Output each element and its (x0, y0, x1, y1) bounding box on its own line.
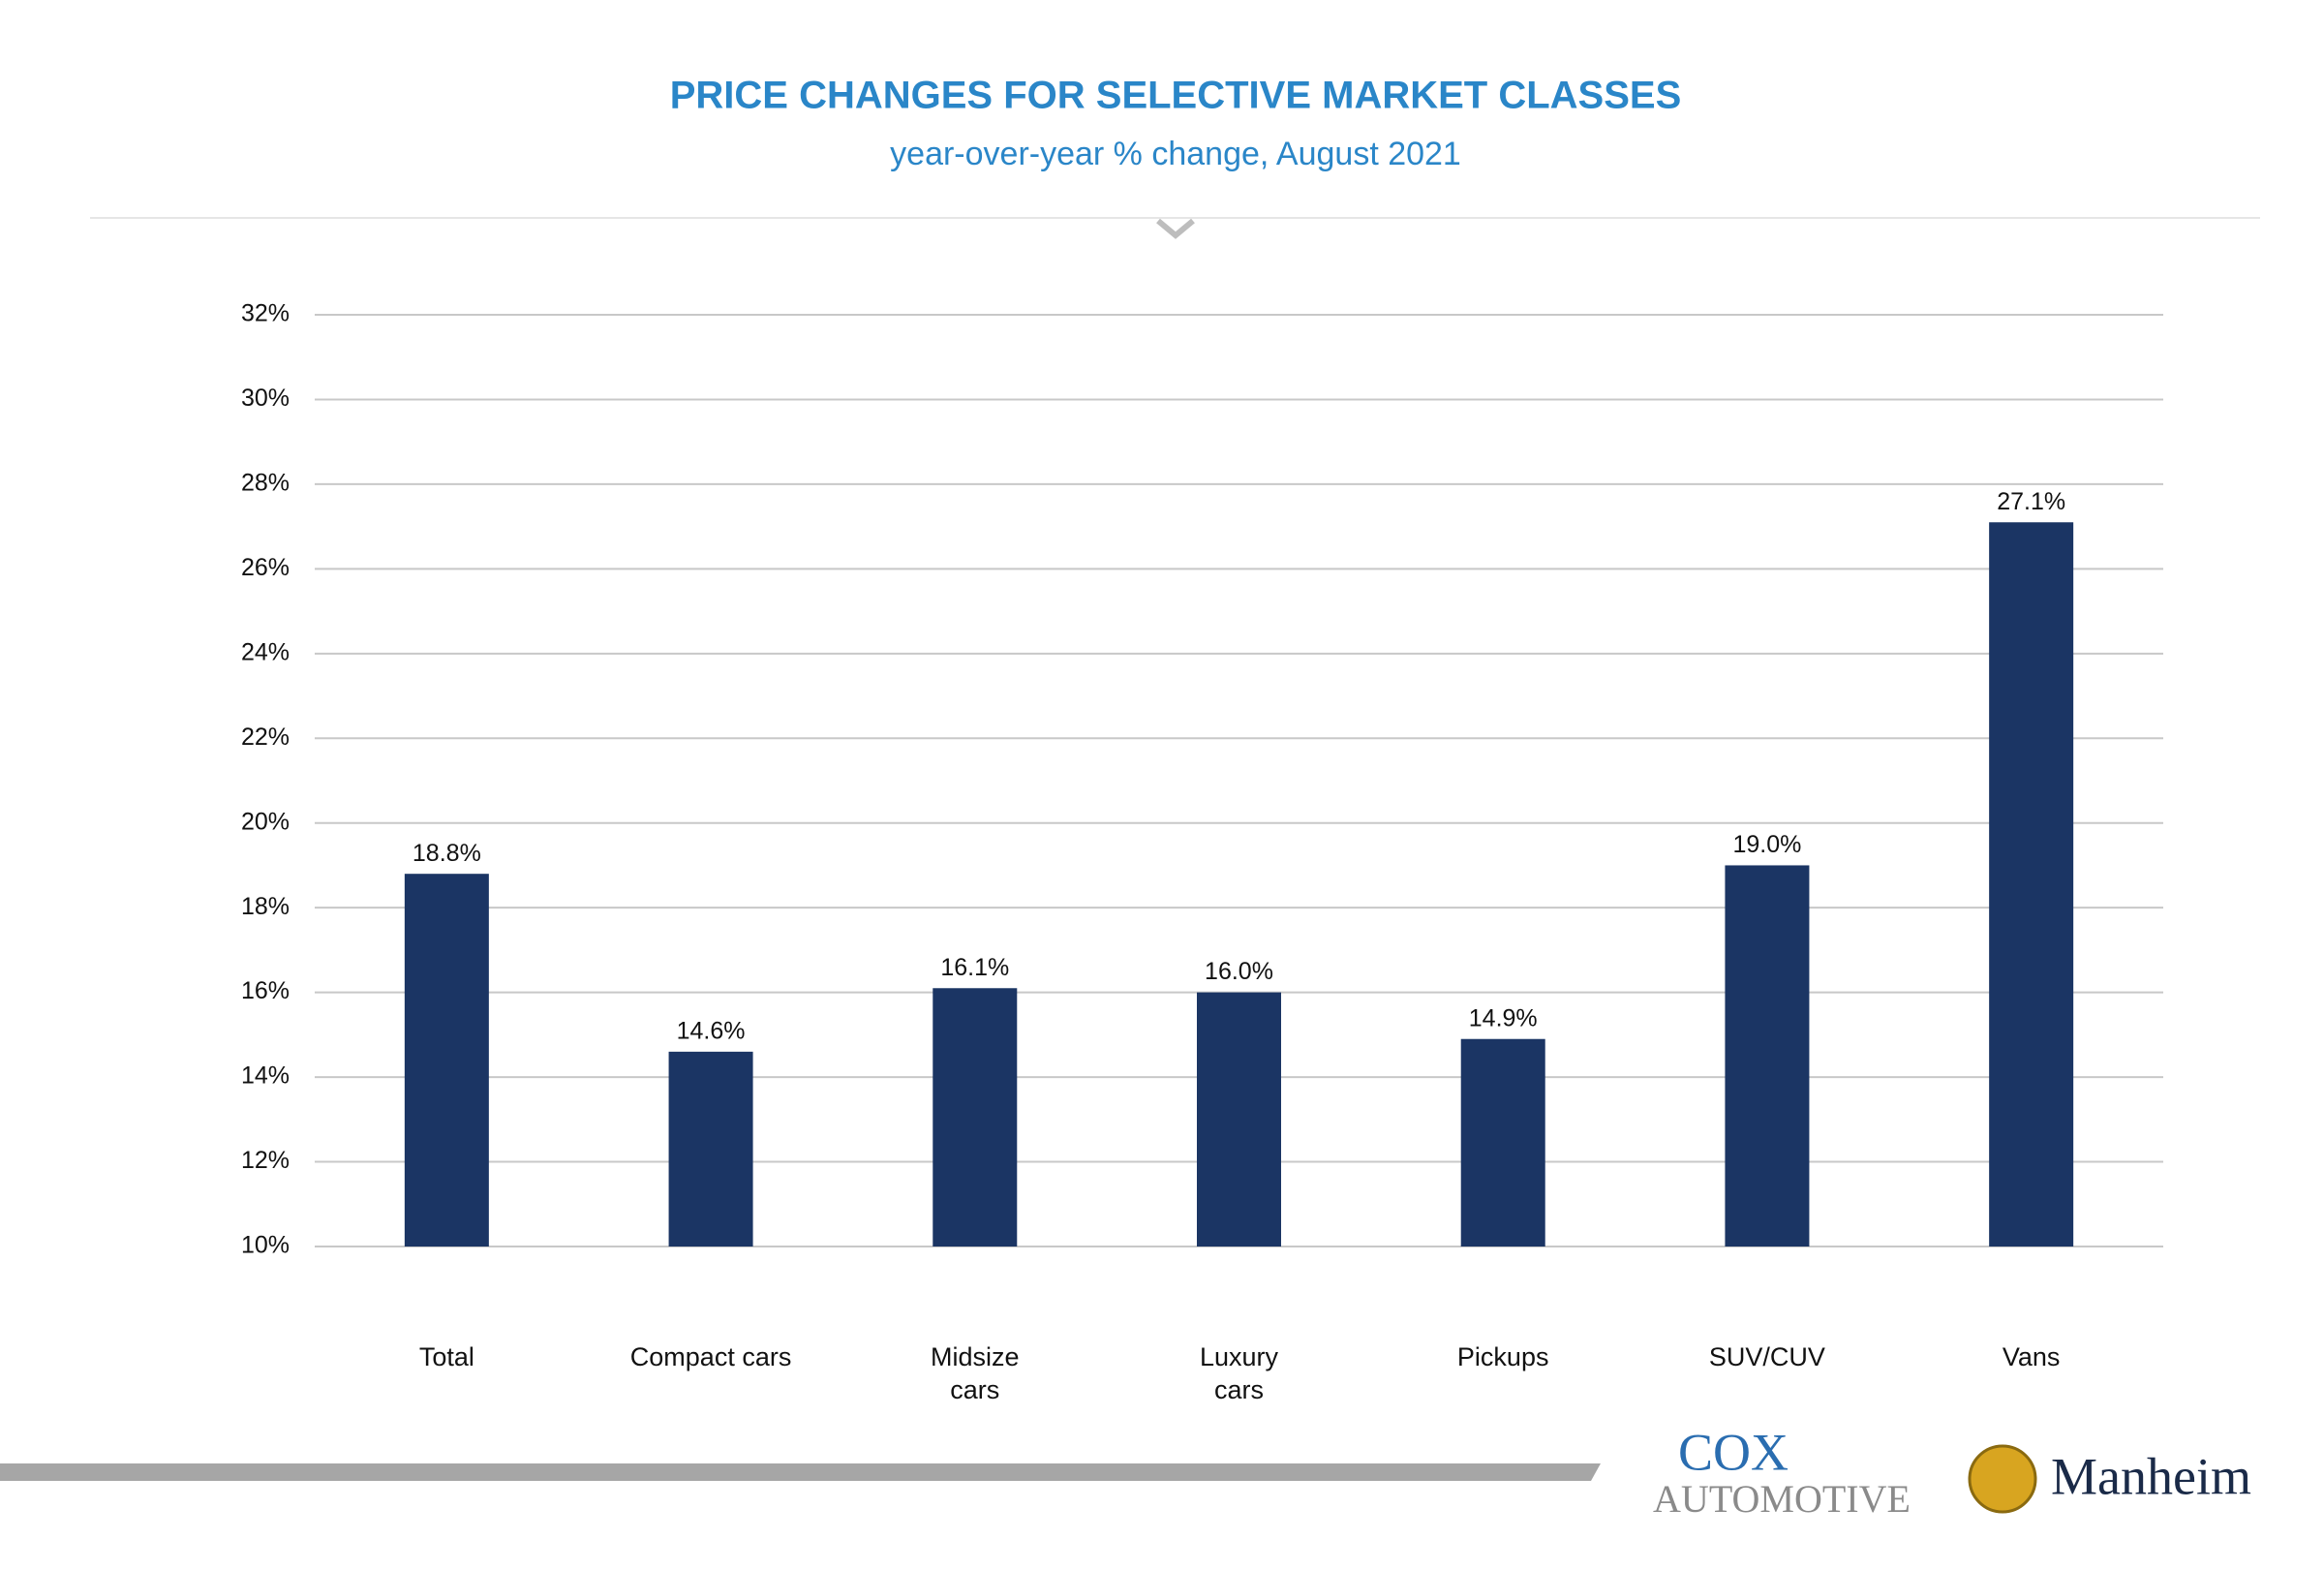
automotive-logo: AUTOMOTIVE (1653, 1477, 1911, 1521)
chart-title: PRICE CHANGES FOR SELECTIVE MARKET CLASS… (670, 75, 1682, 117)
bar (668, 1051, 753, 1247)
cox-logo: COX (1678, 1423, 1789, 1481)
x-tick-label: Pickups (1456, 1342, 1549, 1371)
data-label: 16.1% (940, 954, 1009, 981)
bar (1989, 522, 2074, 1247)
data-label: 18.8% (413, 840, 481, 867)
x-tick-label: SUV/CUV (1708, 1342, 1825, 1371)
bar (1197, 992, 1281, 1247)
manheim-emblem (1968, 1444, 2037, 1514)
data-label: 27.1% (1997, 488, 2065, 515)
y-tick-label: 18% (241, 893, 290, 920)
bar (1725, 865, 1810, 1247)
y-tick-label: 20% (241, 808, 290, 835)
chart-subtitle: year-over-year % change, August 2021 (890, 136, 1461, 172)
y-tick-label: 12% (241, 1147, 290, 1174)
y-tick-label: 14% (241, 1062, 290, 1090)
x-tick-label: Vans (2002, 1342, 2061, 1371)
bar (1460, 1038, 1545, 1247)
data-label: 16.0% (1205, 958, 1273, 985)
x-tick-label: Luxury cars (1199, 1342, 1279, 1404)
footer-bar (0, 1463, 1601, 1481)
y-tick-label: 28% (241, 470, 290, 497)
y-tick-label: 32% (241, 300, 290, 327)
y-tick-label: 22% (241, 723, 290, 751)
y-tick-label: 26% (241, 554, 290, 581)
x-tick-label: Compact cars (629, 1342, 792, 1371)
manheim-logo: Manheim (2051, 1447, 2251, 1505)
x-tick-label: Midsize cars (931, 1342, 1020, 1404)
y-tick-label: 30% (241, 385, 290, 412)
y-tick-label: 24% (241, 638, 290, 665)
x-tick-label: Total (418, 1342, 474, 1371)
data-label: 19.0% (1732, 831, 1801, 858)
chevron (1156, 218, 1195, 239)
bar (933, 988, 1018, 1247)
data-label: 14.6% (677, 1017, 746, 1044)
y-tick-label: 10% (241, 1232, 290, 1259)
bar (404, 874, 489, 1247)
y-tick-label: 16% (241, 977, 290, 1004)
data-label: 14.9% (1469, 1004, 1538, 1031)
